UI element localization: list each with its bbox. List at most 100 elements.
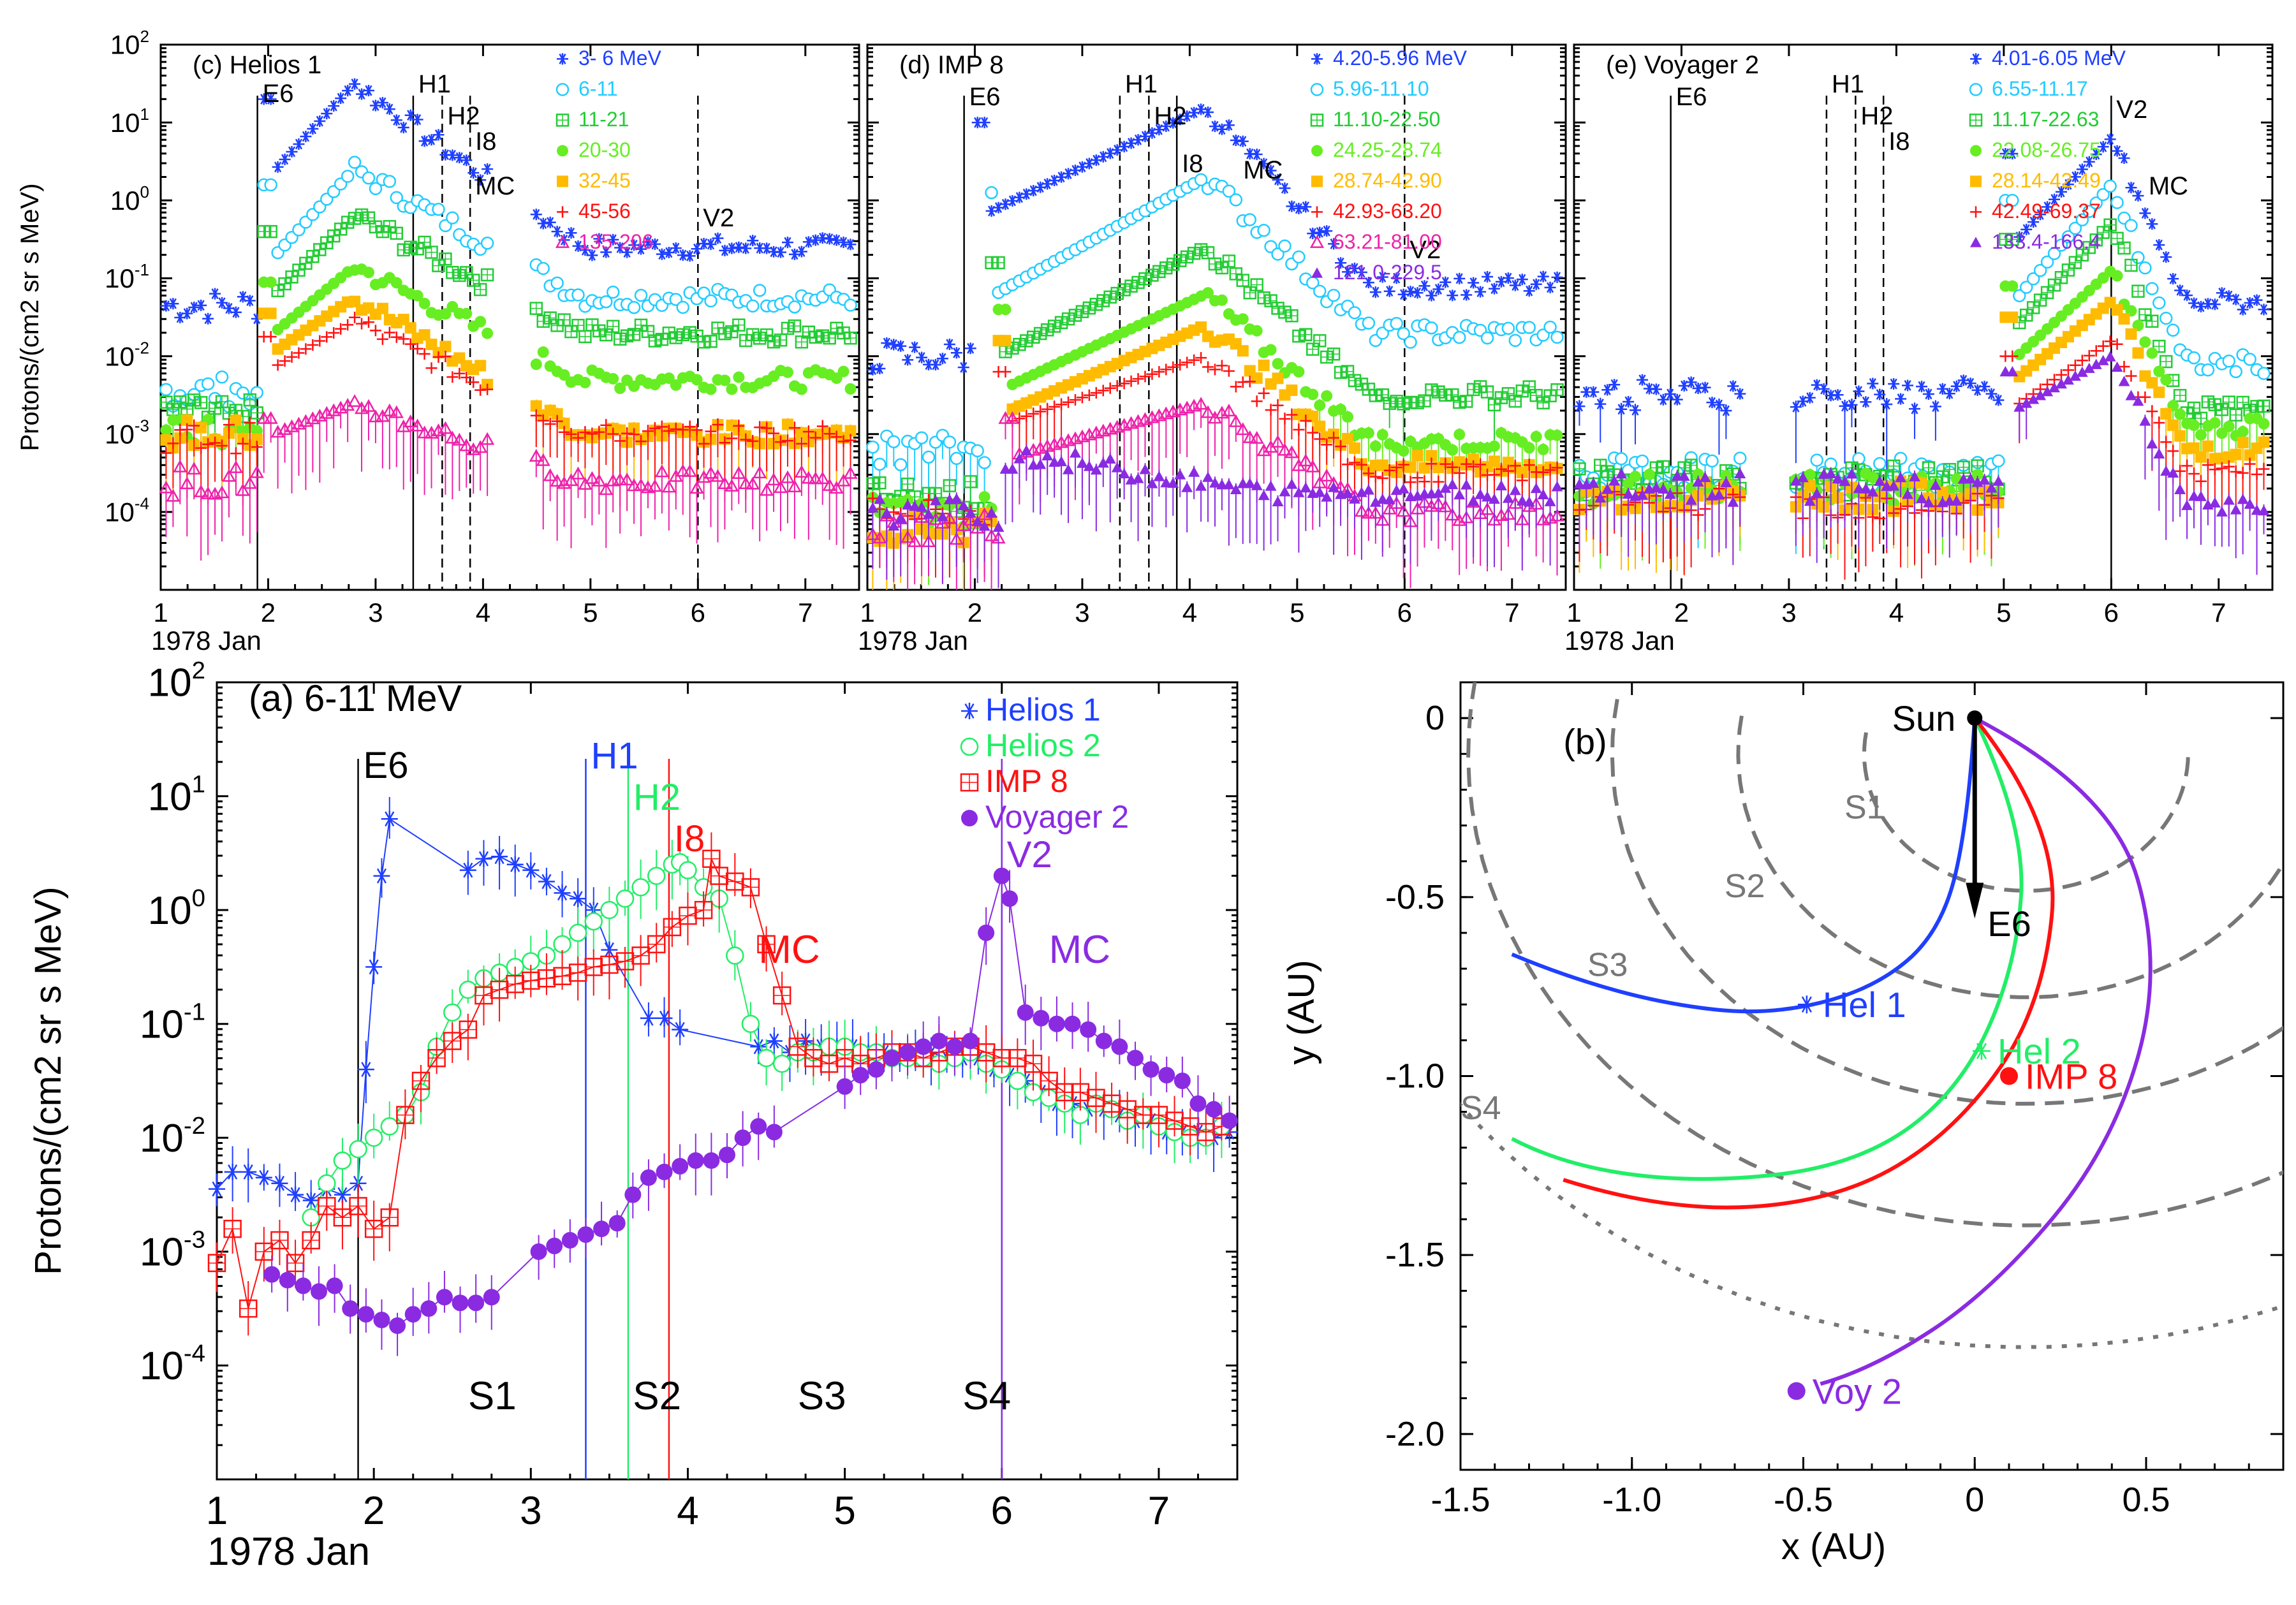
data-point (1895, 393, 1907, 405)
annotation-mc: MC (758, 928, 820, 972)
data-point (272, 161, 284, 173)
y-tick-exponent: 2 (192, 657, 205, 684)
e6-label: E6 (1987, 904, 2031, 944)
data-point (558, 426, 570, 438)
data-point (2251, 294, 2263, 306)
data-point (369, 99, 381, 112)
data-point (1104, 453, 1116, 464)
data-point (663, 425, 675, 437)
data-point (180, 476, 195, 490)
data-point (237, 437, 249, 450)
data-point (459, 1020, 478, 1039)
data-point (446, 371, 459, 383)
panel-title: (c) Helios 1 (193, 51, 321, 79)
data-point (1713, 399, 1725, 411)
data-point (772, 986, 791, 1005)
data-point (2187, 351, 2201, 365)
data-point (747, 435, 759, 447)
data-point (1957, 374, 1969, 386)
data-point (788, 248, 800, 260)
data-point (403, 414, 418, 428)
legend-marker (1969, 83, 1983, 96)
data-point (1508, 394, 1522, 408)
data-point (2055, 186, 2067, 198)
legend-label: 42.93-63.20 (1333, 200, 1442, 223)
data-point (1299, 453, 1313, 467)
data-point (480, 432, 495, 445)
data-point (299, 256, 313, 270)
data-point (1195, 480, 1207, 491)
y-tick-label: 100 (148, 884, 205, 933)
data-point (866, 440, 879, 454)
data-point (689, 481, 704, 494)
data-point (815, 471, 830, 485)
data-point (443, 1003, 462, 1022)
data-point (2201, 395, 2215, 409)
legend-label: 5.96-11.10 (1333, 77, 1429, 100)
y-axis-label: Protons/(cm2 sr s MeV) (16, 183, 44, 451)
parker-spiral (1511, 717, 1977, 1014)
data-point (1138, 272, 1152, 286)
data-point (2146, 218, 2158, 230)
data-point (1502, 492, 1514, 503)
data-point (753, 284, 767, 297)
data-point (1110, 286, 1124, 300)
data-point (1874, 388, 1886, 400)
data-point (1278, 239, 1292, 253)
data-point (1390, 462, 1402, 474)
data-point (1369, 440, 1381, 452)
data-point (1328, 481, 1340, 492)
data-point (759, 483, 774, 496)
data-point (1320, 350, 1334, 364)
data-point (746, 476, 760, 490)
e6-arrowhead (1966, 883, 1984, 919)
data-point (950, 347, 962, 359)
data-point (571, 318, 585, 332)
data-point (725, 478, 739, 492)
data-point (209, 437, 221, 449)
data-point (2257, 399, 2270, 413)
data-point (2090, 148, 2102, 160)
data-point (670, 379, 682, 391)
data-point (2257, 367, 2270, 380)
y-tick-exponent: 0 (140, 182, 149, 202)
event-label-e6: E6 (364, 745, 409, 786)
data-point (916, 501, 928, 512)
data-point (1369, 496, 1381, 507)
data-point (788, 319, 802, 333)
data-point (2153, 386, 2165, 399)
data-point (1439, 276, 1452, 288)
data-point (279, 1272, 296, 1289)
data-point (553, 967, 571, 985)
data-point (167, 437, 179, 450)
data-point (732, 318, 746, 332)
data-point (2229, 408, 2242, 422)
legend-label: Voyager 2 (985, 799, 1129, 835)
data-point (676, 300, 689, 314)
data-point (931, 1032, 948, 1050)
data-point (369, 182, 383, 195)
data-point (1327, 288, 1341, 302)
data-point (2124, 258, 2138, 272)
data-point (1537, 488, 1549, 499)
y-tick-exponent: -4 (135, 494, 149, 513)
data-point (1293, 203, 1305, 215)
data-point (279, 355, 291, 367)
x-tick-label: 6 (991, 1489, 1013, 1533)
legend-label: 3- 6 MeV (578, 47, 661, 70)
data-point (1978, 381, 1991, 393)
data-point (1097, 457, 1109, 468)
data-point (1202, 106, 1214, 119)
data-point (600, 900, 619, 920)
data-point (1790, 401, 1802, 413)
data-point (364, 1219, 383, 1238)
data-point (1097, 385, 1109, 397)
data-point (1230, 483, 1242, 495)
data-point (1020, 410, 1033, 422)
data-point (703, 1152, 720, 1169)
data-point (1516, 495, 1528, 506)
data-point (2104, 351, 2116, 362)
data-point (823, 331, 836, 345)
data-point (774, 333, 788, 347)
